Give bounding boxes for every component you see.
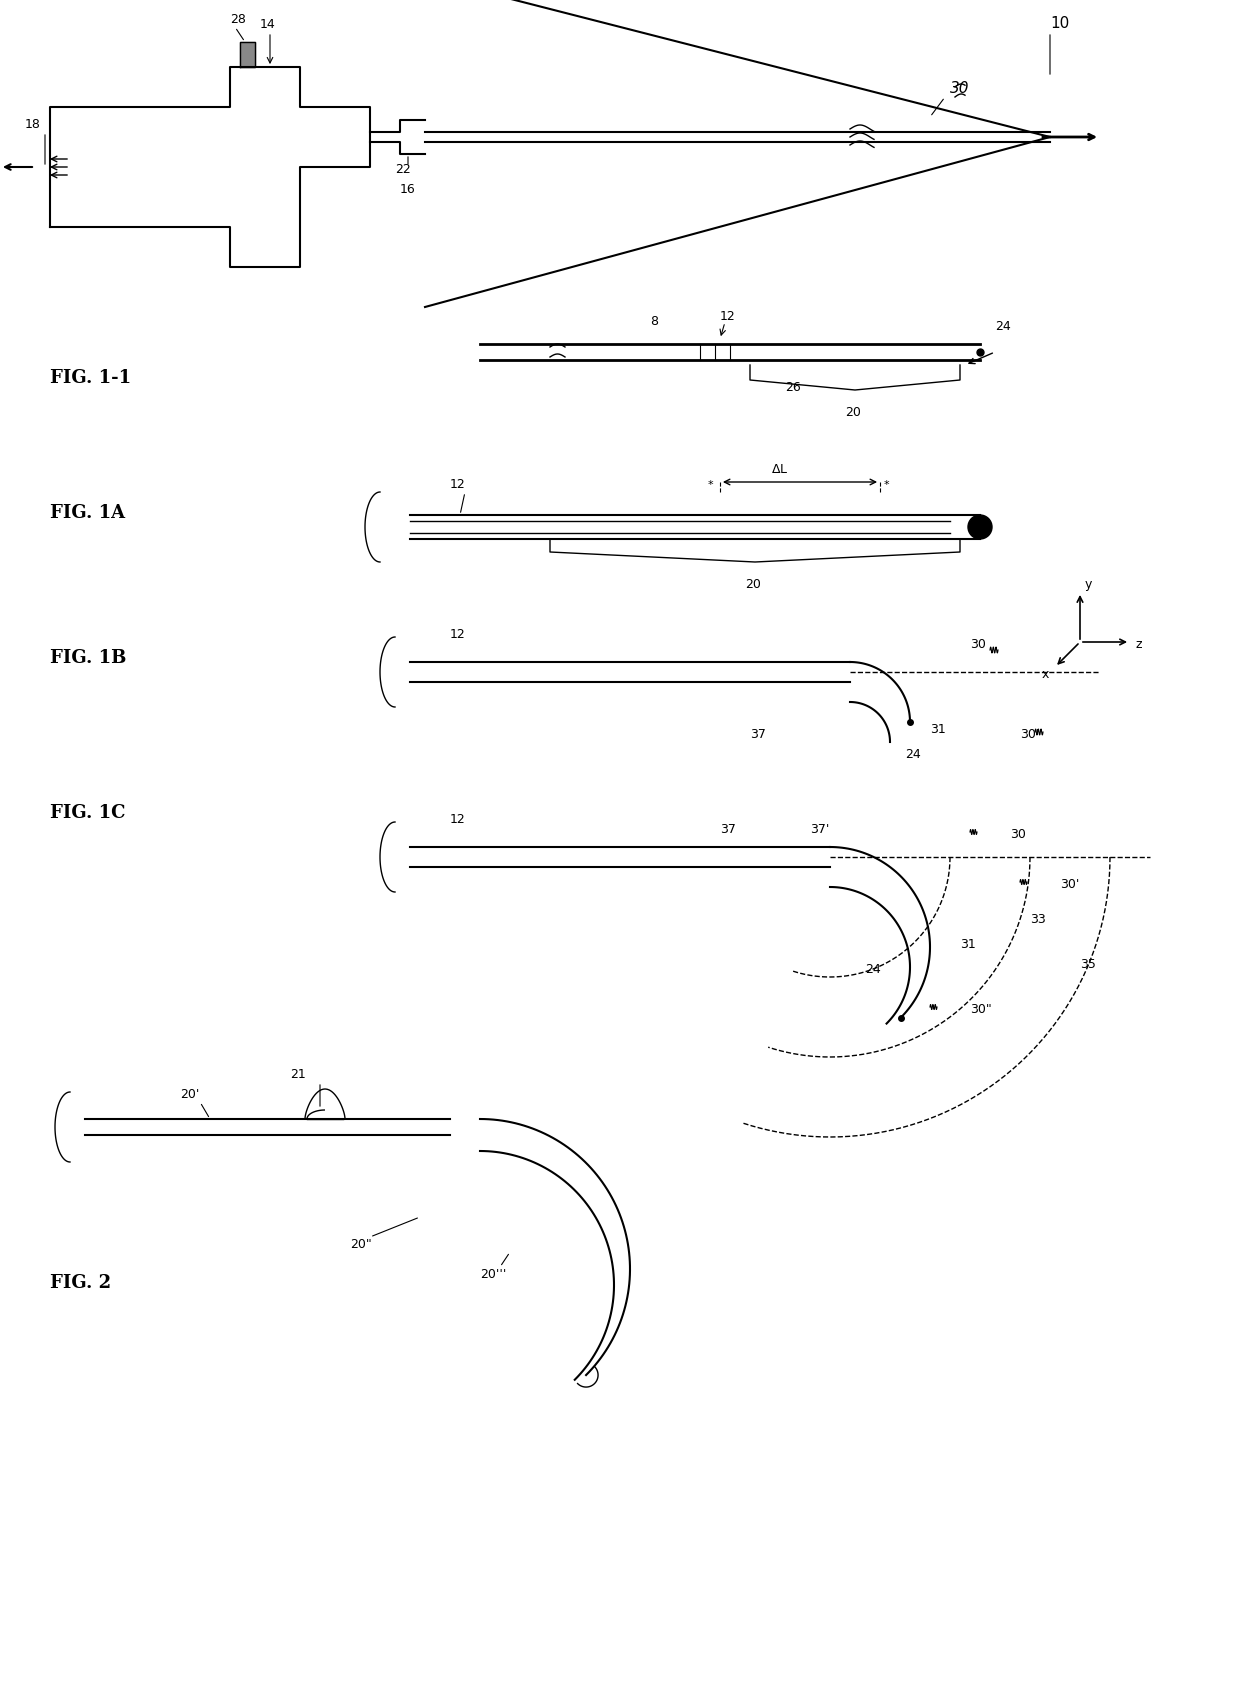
Text: *: *	[884, 480, 889, 490]
Text: 30': 30'	[1060, 877, 1079, 891]
Text: 10: 10	[1050, 15, 1069, 31]
Text: FIG. 1A: FIG. 1A	[50, 504, 125, 522]
Text: 31: 31	[960, 937, 976, 951]
Text: FIG. 1C: FIG. 1C	[50, 804, 125, 821]
Text: FIG. 1B: FIG. 1B	[50, 649, 126, 667]
Text: 20''': 20'''	[480, 1267, 506, 1280]
Text: 24: 24	[994, 319, 1011, 333]
Text: 20: 20	[745, 577, 761, 591]
Text: 8: 8	[650, 314, 658, 328]
Text: 24: 24	[905, 748, 921, 761]
Text: 20': 20'	[180, 1087, 200, 1101]
Text: 24: 24	[866, 963, 880, 975]
Text: 35: 35	[1080, 958, 1096, 971]
Text: 30: 30	[950, 80, 970, 96]
Text: 18: 18	[25, 118, 41, 131]
Text: 16: 16	[401, 183, 415, 196]
Text: 37: 37	[750, 727, 766, 741]
Circle shape	[968, 516, 992, 539]
Text: 33: 33	[1030, 913, 1045, 925]
Text: 28: 28	[229, 14, 246, 26]
Text: FIG. 1-1: FIG. 1-1	[50, 369, 131, 387]
Text: 20": 20"	[350, 1238, 372, 1250]
Text: $\Delta$L: $\Delta$L	[771, 463, 789, 476]
Text: 37': 37'	[810, 823, 830, 835]
Text: 37: 37	[720, 823, 735, 835]
Text: 14: 14	[260, 19, 275, 31]
Text: *: *	[708, 480, 714, 490]
Text: 12: 12	[720, 309, 735, 323]
Text: 21: 21	[290, 1067, 306, 1081]
Text: 26: 26	[785, 381, 801, 394]
Text: 30': 30'	[1021, 727, 1039, 741]
Text: 12: 12	[450, 813, 466, 826]
Text: z: z	[1135, 638, 1142, 650]
Text: FIG. 2: FIG. 2	[50, 1273, 112, 1290]
Polygon shape	[241, 43, 255, 68]
Text: x: x	[1042, 667, 1049, 681]
Text: 12: 12	[450, 628, 466, 640]
Text: 30: 30	[970, 638, 986, 650]
Text: 20: 20	[844, 406, 861, 418]
Text: 31: 31	[930, 722, 946, 736]
Text: 12: 12	[450, 478, 466, 490]
Text: y: y	[1085, 577, 1092, 591]
Text: 30": 30"	[970, 1002, 992, 1016]
Text: 30: 30	[1011, 828, 1025, 840]
Text: 22: 22	[396, 162, 410, 176]
